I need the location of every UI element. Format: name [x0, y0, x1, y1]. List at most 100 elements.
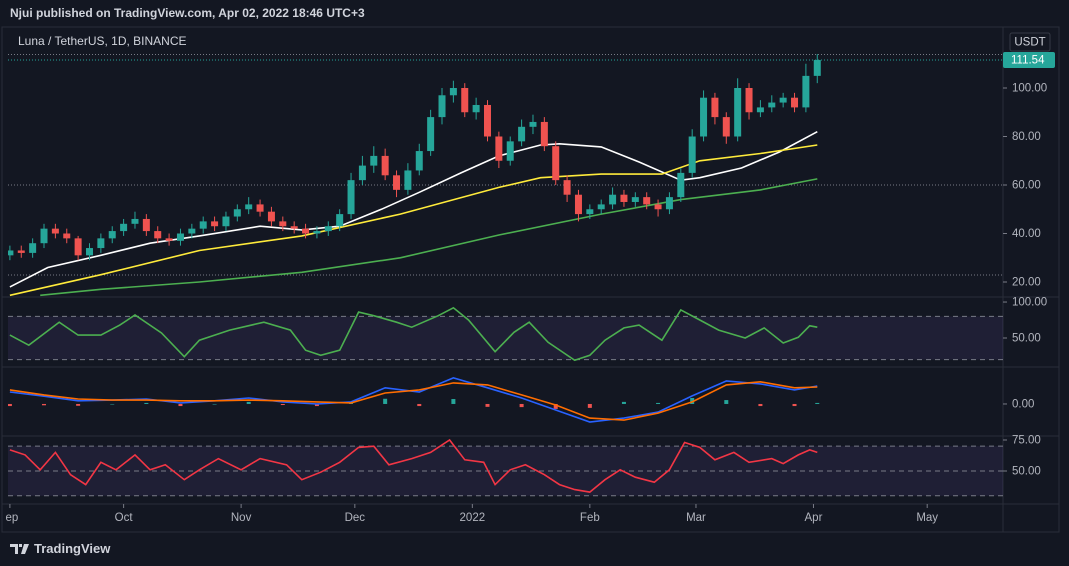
histogram-bar — [792, 403, 797, 407]
x-tick-label: Feb — [580, 512, 600, 524]
candle-body — [563, 180, 571, 195]
currency-label[interactable]: USDT — [1014, 37, 1045, 49]
candle-body — [745, 88, 753, 113]
x-tick-label: May — [916, 512, 938, 524]
brand: TradingView — [10, 541, 110, 556]
y-tick-label: 50.00 — [1012, 466, 1041, 478]
candle-body — [802, 75, 810, 108]
histogram-bar — [451, 399, 456, 404]
histogram-bar — [76, 403, 81, 406]
histogram-bar — [656, 402, 661, 404]
indicator-line — [9, 438, 818, 493]
y-tick-label: 100.00 — [1012, 83, 1047, 95]
histogram-bar — [383, 398, 388, 404]
candle-body — [63, 233, 71, 239]
candle-body — [677, 172, 685, 198]
candle-body — [620, 194, 628, 202]
candle-body — [756, 107, 764, 113]
chart: Luna / TetherUS, 1D, BINANCE USDT 20.00 4… — [1, 26, 1060, 533]
histogram-bar — [758, 403, 763, 407]
candle-body — [631, 197, 639, 202]
histogram-bar — [485, 403, 490, 407]
candle-body — [415, 151, 423, 171]
histogram-bar — [815, 402, 820, 404]
candle-body — [154, 231, 162, 239]
x-tick-label: Nov — [231, 512, 252, 524]
histogram-bar — [553, 403, 558, 409]
candle-body — [233, 209, 241, 217]
candle-body — [29, 243, 37, 253]
candle-body — [267, 211, 275, 222]
candle-body — [597, 204, 605, 210]
histogram-bar — [621, 401, 626, 404]
candle-body — [74, 238, 82, 256]
candle-body — [279, 221, 287, 227]
candle-body — [8, 250, 14, 256]
candle-body — [393, 175, 401, 190]
histogram-bar — [724, 400, 729, 404]
candle-body — [734, 88, 742, 137]
candle-body — [461, 88, 469, 113]
candle-body — [85, 248, 93, 256]
y-tick-label: 20.00 — [1012, 277, 1041, 289]
histogram-bar — [178, 403, 183, 407]
candle-body — [176, 233, 184, 241]
publisher-line: Njui published on TradingView.com, Apr 0… — [10, 6, 365, 20]
chart-frame — [1, 26, 1060, 533]
candle-body — [51, 228, 59, 234]
x-tick-label: 2022 — [460, 512, 486, 524]
candle-body — [768, 102, 776, 108]
band-fill — [8, 316, 1003, 360]
candle-body — [574, 194, 582, 215]
moving-average — [40, 178, 818, 297]
y-tick-label: 75.00 — [1012, 435, 1041, 447]
candle-body — [654, 204, 662, 210]
histogram-bar — [212, 403, 217, 405]
candle-body — [97, 238, 105, 249]
currency-box[interactable] — [1009, 32, 1051, 52]
y-tick-label: 50.00 — [1012, 333, 1041, 345]
candle-body — [245, 204, 253, 210]
candle-body — [370, 155, 378, 166]
candle-body — [643, 197, 651, 205]
candle-body — [404, 170, 412, 190]
indicator-line — [9, 306, 818, 362]
candle-body — [358, 165, 366, 181]
histogram-bar — [314, 403, 319, 407]
candle-body — [17, 250, 25, 253]
candle-body — [324, 226, 332, 232]
candle-body — [199, 221, 207, 229]
candle-body — [688, 136, 696, 173]
candle-body — [483, 104, 491, 137]
histogram-bar — [110, 403, 115, 405]
candle-body — [552, 146, 560, 181]
histogram-bar — [8, 403, 12, 407]
histogram-bar — [42, 403, 47, 406]
candle-body — [165, 238, 173, 241]
macd-line — [9, 377, 818, 423]
brand-name: TradingView — [34, 541, 111, 556]
candle-body — [381, 155, 389, 176]
last-price-label: 111.54 — [1011, 55, 1045, 67]
y-tick-label: 80.00 — [1012, 131, 1041, 143]
histogram-bar — [587, 403, 592, 408]
y-tick-label: 60.00 — [1012, 180, 1041, 192]
x-tick-label: Dec — [345, 512, 366, 524]
candle-body — [665, 197, 673, 210]
candle-body — [722, 117, 730, 137]
y-tick-label: 0.00 — [1012, 399, 1034, 411]
moving-average — [9, 130, 818, 288]
candle-body — [609, 194, 617, 205]
histogram-bar — [246, 401, 251, 404]
candle-body — [142, 218, 150, 232]
brand-logo — [10, 543, 29, 554]
candle-body — [540, 121, 548, 147]
candle-body — [222, 216, 230, 227]
candle-body — [791, 97, 799, 108]
symbol-legend: Luna / TetherUS, 1D, BINANCE — [18, 34, 187, 48]
candle-body — [779, 97, 787, 103]
histogram-bar — [144, 402, 149, 404]
candle-body — [813, 60, 821, 76]
candle-body — [438, 95, 446, 118]
